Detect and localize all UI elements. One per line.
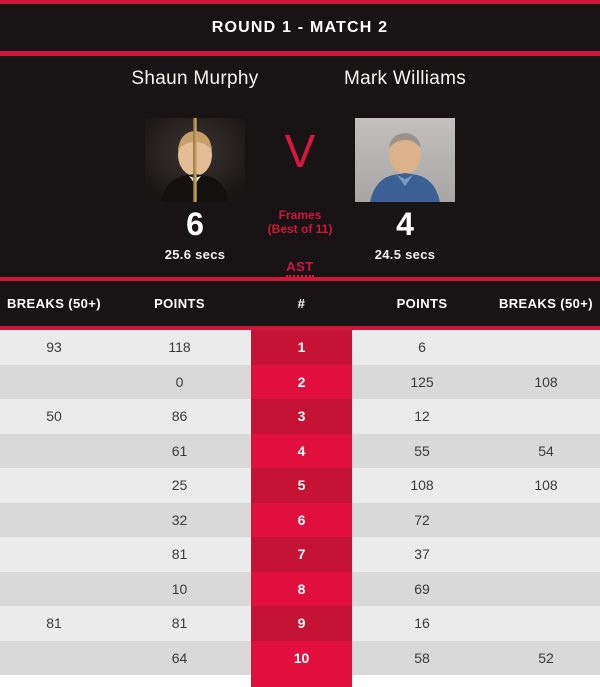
home-points-cell: 0	[108, 364, 251, 399]
home-points-cell: 61	[108, 433, 251, 468]
away-frames-score: 4	[396, 206, 414, 242]
frame-row: 10 8 69	[0, 571, 600, 606]
away-breaks-cell: 54	[492, 433, 600, 468]
away-player-name: Mark Williams	[343, 68, 467, 89]
match-summary-section: Shaun Murphy 6 25.6 secs V	[0, 56, 600, 277]
away-points-cell: 72	[352, 502, 492, 537]
home-shot-time: 25.6 secs	[164, 247, 226, 262]
frame-number-cell: 8	[251, 571, 352, 606]
home-frames-score: 6	[186, 206, 204, 242]
home-points-cell: 32	[108, 502, 251, 537]
round-title-bar: ROUND 1 - MATCH 2	[0, 4, 600, 51]
home-player-panel: Shaun Murphy 6 25.6 secs	[95, 56, 295, 262]
frame-number-cell: 3	[251, 399, 352, 434]
frame-number-cell: 7	[251, 537, 352, 572]
frame-number-cell: 2	[251, 364, 352, 399]
frame-row: 81 81 9 16	[0, 606, 600, 641]
home-breaks-cell	[0, 468, 108, 503]
home-player-name: Shaun Murphy	[131, 68, 259, 89]
versus-panel: V Frames (Best of 11) AST	[250, 56, 350, 277]
frame-row: 93 118 1 6	[0, 330, 600, 365]
frame-number-cell: 5	[251, 468, 352, 503]
away-points-cell: 69	[352, 571, 492, 606]
home-breaks-cell	[0, 571, 108, 606]
header-home-breaks: BREAKS (50+)	[6, 296, 102, 311]
title-red-divider	[0, 51, 600, 56]
header-home-points: POINTS	[154, 296, 205, 311]
home-player-photo	[145, 118, 245, 202]
away-points-cell: 12	[352, 399, 492, 434]
frame-number-cell: 1	[251, 330, 352, 365]
away-shot-time: 24.5 secs	[374, 247, 436, 262]
away-breaks-cell: 52	[492, 640, 600, 675]
ast-wrap: AST	[250, 258, 350, 277]
away-points-cell: 16	[352, 606, 492, 641]
away-breaks-cell: 108	[492, 468, 600, 503]
home-breaks-cell: 50	[0, 399, 108, 434]
frame-row: 61 4 55 54	[0, 433, 600, 468]
away-breaks-cell	[492, 330, 600, 365]
frame-number-cell: 4	[251, 433, 352, 468]
home-breaks-cell	[0, 364, 108, 399]
home-points-cell: 81	[108, 606, 251, 641]
home-breaks-cell: 81	[0, 606, 108, 641]
frame-row: 81 7 37	[0, 537, 600, 572]
away-breaks-cell	[492, 571, 600, 606]
away-points-cell: 6	[352, 330, 492, 365]
frame-row: 64 10 58 52	[0, 640, 600, 675]
home-breaks-cell	[0, 502, 108, 537]
home-breaks-cell: 93	[0, 330, 108, 365]
frames-label-line2: (Best of 11)	[267, 222, 333, 236]
versus-label: V	[284, 125, 316, 177]
frame-column-tail	[251, 675, 352, 687]
home-points-cell: 86	[108, 399, 251, 434]
frame-row: 50 86 3 12	[0, 399, 600, 434]
away-breaks-cell	[492, 502, 600, 537]
header-away-breaks: BREAKS (50+)	[498, 296, 594, 311]
home-breaks-cell	[0, 537, 108, 572]
away-points-cell: 37	[352, 537, 492, 572]
round-title: ROUND 1 - MATCH 2	[211, 18, 389, 36]
frame-row: 32 6 72	[0, 502, 600, 537]
away-player-panel: Mark Williams 4 24.5 secs	[305, 56, 505, 262]
away-points-cell: 108	[352, 468, 492, 503]
away-breaks-cell	[492, 606, 600, 641]
away-breaks-cell: 108	[492, 364, 600, 399]
frames-table-header: BREAKS (50+) POINTS # POINTS BREAKS (50+…	[0, 277, 600, 330]
header-frame-number: #	[297, 296, 306, 311]
frame-row: 0 2 125 108	[0, 364, 600, 399]
away-points-cell: 125	[352, 364, 492, 399]
frame-row: 25 5 108 108	[0, 468, 600, 503]
home-points-cell: 25	[108, 468, 251, 503]
home-points-cell: 10	[108, 571, 251, 606]
away-breaks-cell	[492, 399, 600, 434]
frames-label-line1: Frames	[278, 208, 322, 222]
home-points-cell: 118	[108, 330, 251, 365]
frames-best-of-label: Frames (Best of 11)	[250, 208, 350, 236]
frames-table-body: 93 118 1 6 0 2 125 108 50 86 3 12 61 4 5…	[0, 330, 600, 675]
home-breaks-cell	[0, 640, 108, 675]
away-breaks-cell	[492, 537, 600, 572]
home-points-cell: 81	[108, 537, 251, 572]
away-points-cell: 58	[352, 640, 492, 675]
top-red-divider	[0, 0, 600, 4]
away-points-cell: 55	[352, 433, 492, 468]
home-points-cell: 64	[108, 640, 251, 675]
frame-number-cell: 6	[251, 502, 352, 537]
ast-abbreviation: AST	[286, 259, 314, 277]
away-player-photo	[355, 118, 455, 202]
frame-number-cell: 9	[251, 606, 352, 641]
frame-number-cell: 10	[251, 640, 352, 675]
header-away-points: POINTS	[396, 296, 448, 311]
home-breaks-cell	[0, 433, 108, 468]
